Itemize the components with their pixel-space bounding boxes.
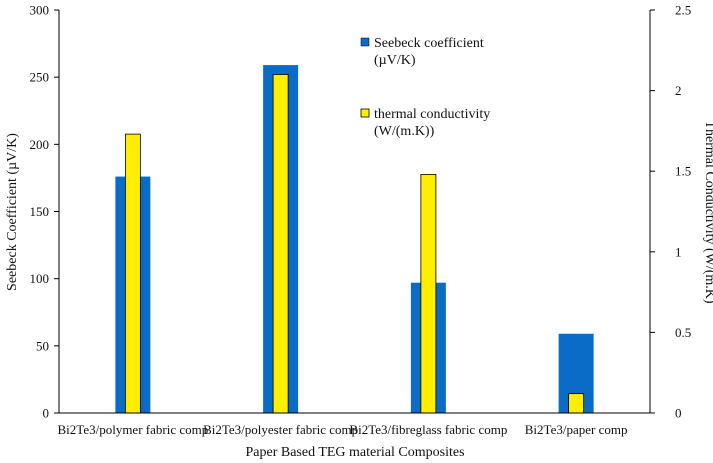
right-tick-label-2: 1 <box>675 244 682 259</box>
left-tick-label-1: 50 <box>36 338 49 353</box>
legend-swatch-seebeck <box>360 37 370 47</box>
left-axis-title: Seebeck Coefficient (µV/K) <box>5 133 20 291</box>
x-tick-label-2: Bi2Te3/polyester fabric comp <box>203 422 358 437</box>
x-axis-title: Paper Based TEG material Composites <box>245 445 464 460</box>
legend-label-thermal-unit: (W/(m.K)) <box>374 124 435 139</box>
legend-label-thermal: thermal conductivity <box>374 107 490 122</box>
right-tick-label-0: 0 <box>675 406 682 421</box>
bar-thermal-4 <box>568 393 585 414</box>
bar-thermal-3 <box>420 174 437 414</box>
right-axis-title: Thermal Conductivity (W/(m.K) <box>702 120 713 303</box>
x-tick-label-4: Bi2Te3/paper comp <box>525 422 628 437</box>
left-tick-label-3: 150 <box>30 204 50 219</box>
legend-label-seebeck: Seebeck coefficient <box>374 36 484 51</box>
right-tick-label-1: 0.5 <box>675 325 691 340</box>
right-tick-label-4: 2 <box>675 83 682 98</box>
right-tick-label-5: 2.5 <box>675 3 691 18</box>
bar-thermal-1 <box>124 133 141 414</box>
legend-label-seebeck-unit: (µV/K) <box>374 53 416 68</box>
left-tick-label-0: 0 <box>43 406 50 421</box>
left-tick-label-2: 100 <box>30 271 50 286</box>
x-tick-label-3: Bi2Te3/fibreglass fabric comp <box>349 422 507 437</box>
right-tick-label-3: 1.5 <box>675 164 691 179</box>
left-tick-label-5: 250 <box>30 70 50 85</box>
ticks-layer: Bi2Te3/polymer fabric compBi2Te3/polyest… <box>30 3 692 438</box>
left-tick-label-4: 200 <box>30 137 50 152</box>
left-tick-label-6: 300 <box>30 3 50 18</box>
legend: Seebeck coefficient (µV/K) thermal condu… <box>360 36 490 139</box>
x-tick-label-1: Bi2Te3/polymer fabric comp <box>58 422 209 437</box>
bars-layer <box>115 65 594 414</box>
legend-swatch-thermal <box>360 108 370 118</box>
bar-thermal-2 <box>272 74 289 414</box>
